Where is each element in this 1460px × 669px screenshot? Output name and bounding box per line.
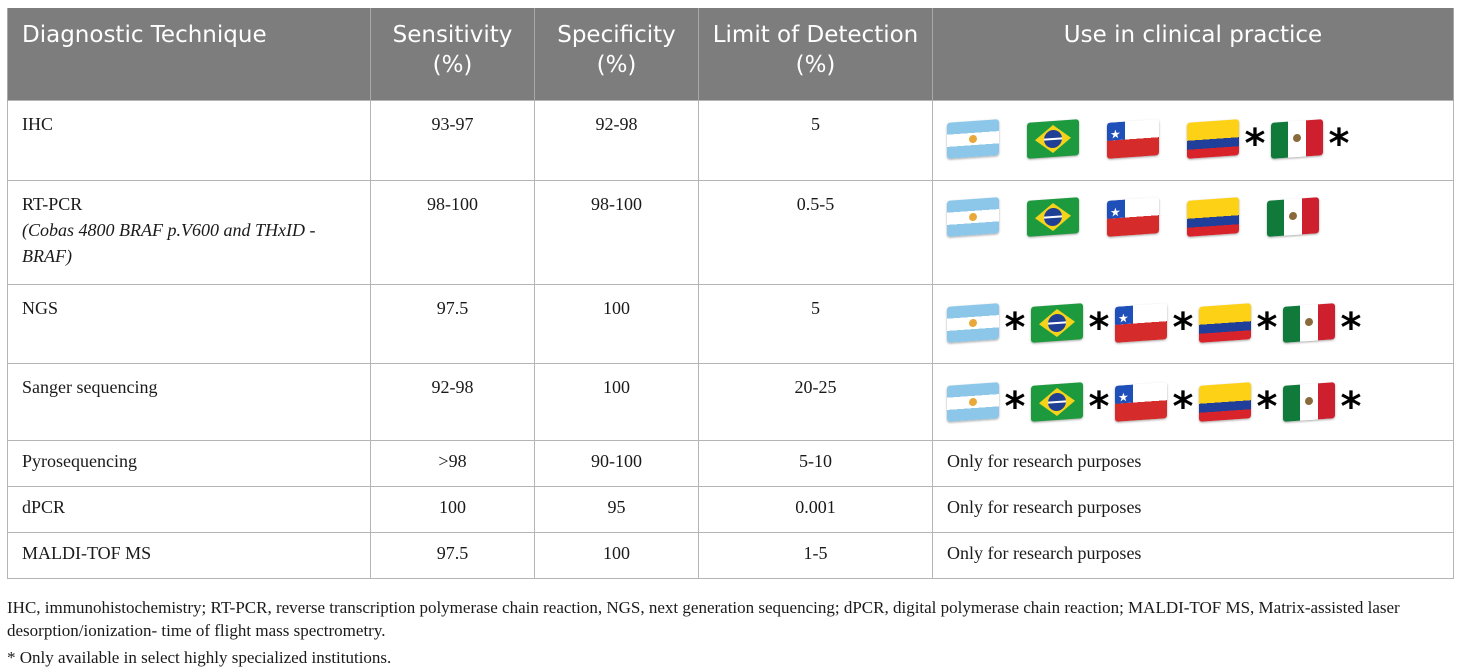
asterisk-icon: * bbox=[1172, 384, 1194, 430]
mexico-flag-icon bbox=[1271, 119, 1323, 159]
flag-list: ** bbox=[947, 111, 1439, 167]
specificity-cell: 100 bbox=[534, 284, 699, 364]
argentina-flag-icon bbox=[947, 382, 999, 422]
technique-cell: dPCR bbox=[7, 486, 371, 533]
colombia-flag-icon bbox=[1199, 382, 1251, 422]
limit-of-detection-cell: 5-10 bbox=[698, 440, 933, 487]
argentina-flag-icon bbox=[947, 303, 999, 343]
specificity-cell: 90-100 bbox=[534, 440, 699, 487]
technique-subtitle: (Cobas 4800 BRAF p.V600 and THxID -BRAF) bbox=[22, 220, 316, 266]
technique-name: dPCR bbox=[22, 497, 66, 517]
asterisk-icon: * bbox=[1004, 384, 1026, 430]
mexico-flag-icon bbox=[1283, 382, 1335, 422]
limit-of-detection-cell: 5 bbox=[698, 100, 933, 181]
asterisk-icon: * bbox=[1256, 384, 1278, 430]
limit-of-detection-cell: 20-25 bbox=[698, 363, 933, 441]
chile-flag-icon bbox=[1107, 197, 1159, 237]
table-container: Diagnostic Technique Sensitivity (%) Spec… bbox=[7, 8, 1454, 579]
header-specificity: Specificity (%) bbox=[534, 8, 699, 101]
specificity-cell: 92-98 bbox=[534, 100, 699, 181]
table-footnotes: IHC, immunohistochemistry; RT-PCR, rever… bbox=[7, 596, 1453, 669]
specificity-cell: 95 bbox=[534, 486, 699, 533]
argentina-flag-icon bbox=[947, 119, 999, 159]
sensitivity-cell: 92-98 bbox=[370, 363, 535, 441]
asterisk-icon: * bbox=[1088, 384, 1110, 430]
sensitivity-cell: 97.5 bbox=[370, 532, 535, 579]
technique-cell: Sanger sequencing bbox=[7, 363, 371, 441]
asterisk-icon: * bbox=[1256, 305, 1278, 351]
table-row: Pyrosequencing >98 90-100 5-10 Only for rese… bbox=[7, 440, 1454, 487]
colombia-flag-icon bbox=[1187, 119, 1239, 159]
clinical-use-cell: * * * * * bbox=[932, 363, 1454, 441]
sensitivity-cell: 97.5 bbox=[370, 284, 535, 364]
brazil-flag-icon bbox=[1031, 382, 1083, 422]
asterisk-icon: * bbox=[1004, 305, 1026, 351]
clinical-use-cell bbox=[932, 180, 1454, 285]
clinical-use-cell: * * * * * bbox=[932, 284, 1454, 364]
specificity-cell: 100 bbox=[534, 363, 699, 441]
brazil-flag-icon bbox=[1031, 303, 1083, 343]
clinical-use-cell: Only for research purposes bbox=[932, 440, 1454, 487]
asterisk-icon: * bbox=[1340, 305, 1362, 351]
asterisk-icon: * bbox=[1244, 121, 1266, 167]
clinical-use-cell: ** bbox=[932, 100, 1454, 181]
brazil-flag-icon bbox=[1027, 197, 1079, 237]
table-row: dPCR 100 95 0.001 Only for research purposes bbox=[7, 486, 1454, 533]
header-sensitivity: Sensitivity (%) bbox=[370, 8, 535, 101]
specificity-cell: 98-100 bbox=[534, 180, 699, 285]
asterisk-icon: * bbox=[1328, 121, 1350, 167]
brazil-flag-icon bbox=[1027, 119, 1079, 159]
sensitivity-cell: 98-100 bbox=[370, 180, 535, 285]
sensitivity-cell: 100 bbox=[370, 486, 535, 533]
asterisk-note: * Only available in select highly specia… bbox=[7, 648, 392, 667]
technique-name: IHC bbox=[22, 114, 53, 134]
asterisk-icon: * bbox=[1340, 384, 1362, 430]
sensitivity-cell: 93-97 bbox=[370, 100, 535, 181]
technique-name: NGS bbox=[22, 298, 59, 318]
colombia-flag-icon bbox=[1199, 303, 1251, 343]
technique-name: MALDI-TOF MS bbox=[22, 543, 152, 563]
diagnostic-techniques-table: Diagnostic Technique Sensitivity (%) Spec… bbox=[7, 8, 1454, 579]
technique-cell: RT-PCR (Cobas 4800 BRAF p.V600 and THxID … bbox=[7, 180, 371, 285]
table-row: MALDI-TOF MS 97.5 100 1-5 Only for research … bbox=[7, 532, 1454, 579]
limit-of-detection-cell: 1-5 bbox=[698, 532, 933, 579]
technique-cell: MALDI-TOF MS bbox=[7, 532, 371, 579]
chile-flag-icon bbox=[1115, 303, 1167, 343]
limit-of-detection-cell: 0.001 bbox=[698, 486, 933, 533]
chile-flag-icon bbox=[1107, 119, 1159, 159]
mexico-flag-icon bbox=[1267, 197, 1319, 237]
table-row: RT-PCR (Cobas 4800 BRAF p.V600 and THxID … bbox=[7, 180, 1454, 285]
flag-list: * * * * * bbox=[947, 374, 1439, 430]
colombia-flag-icon bbox=[1187, 197, 1239, 237]
specificity-cell: 100 bbox=[534, 532, 699, 579]
flag-list bbox=[947, 191, 1439, 237]
header-limit-of-detection: Limit of Detection (%) bbox=[698, 8, 933, 101]
clinical-use-cell: Only for research purposes bbox=[932, 486, 1454, 533]
argentina-flag-icon bbox=[947, 197, 999, 237]
clinical-use-cell: Only for research purposes bbox=[932, 532, 1454, 579]
technique-cell: NGS bbox=[7, 284, 371, 364]
mexico-flag-icon bbox=[1283, 303, 1335, 343]
asterisk-icon: * bbox=[1172, 305, 1194, 351]
technique-cell: IHC bbox=[7, 100, 371, 181]
header-row: Diagnostic Technique Sensitivity (%) Spec… bbox=[7, 8, 1454, 101]
sensitivity-cell: >98 bbox=[370, 440, 535, 487]
technique-name: Sanger sequencing bbox=[22, 377, 158, 397]
header-technique: Diagnostic Technique bbox=[7, 8, 371, 101]
flag-list: * * * * * bbox=[947, 295, 1439, 351]
technique-cell: Pyrosequencing bbox=[7, 440, 371, 487]
technique-name: Pyrosequencing bbox=[22, 451, 137, 471]
abbreviations-note: IHC, immunohistochemistry; RT-PCR, rever… bbox=[7, 598, 1400, 640]
chile-flag-icon bbox=[1115, 382, 1167, 422]
technique-name: RT-PCR bbox=[22, 194, 83, 214]
asterisk-icon: * bbox=[1088, 305, 1110, 351]
header-clinical-use: Use in clinical practice bbox=[932, 8, 1454, 101]
limit-of-detection-cell: 5 bbox=[698, 284, 933, 364]
limit-of-detection-cell: 0.5-5 bbox=[698, 180, 933, 285]
